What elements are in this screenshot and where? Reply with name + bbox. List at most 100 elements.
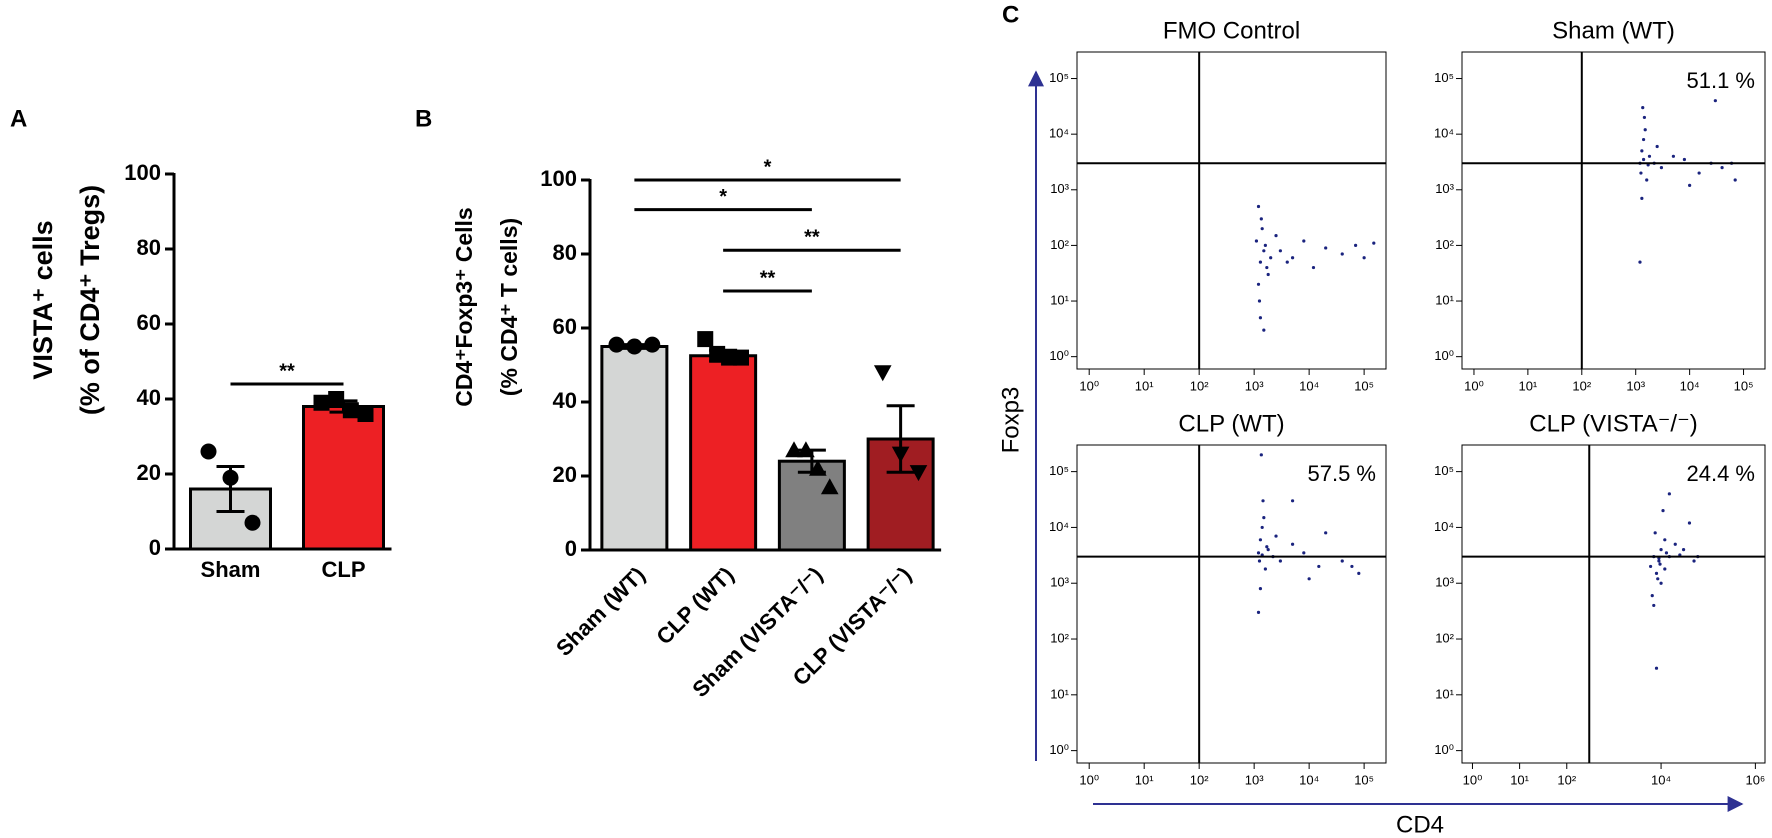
panel-label: B [415,105,432,132]
percent-label: 51.1 % [1687,68,1756,93]
data-point [1372,241,1376,245]
data-point [1681,548,1686,552]
data-point [1261,499,1265,503]
plot-frame [1076,444,1387,764]
data-point [342,402,359,419]
data-point [1642,115,1647,120]
data-point [1324,531,1328,535]
x-tick-label: Sham (WT) [551,562,650,661]
data-point [313,394,330,411]
x-tick-label: 10⁰ [1463,772,1483,787]
data-point [1262,515,1266,520]
data-point [1655,144,1659,149]
data-point [1263,567,1267,571]
data-point [1266,272,1270,277]
y-axis-title: (% of CD4⁺ Tregs) [75,185,105,415]
data-point [1274,534,1278,538]
data-point [357,406,374,422]
data-point [1290,542,1295,546]
data-point [1257,299,1262,303]
plot-frame [1461,444,1766,764]
y-tick-label: 10⁴ [1049,519,1069,534]
x-tick-label: 10⁶ [1745,772,1765,787]
data-point [1317,564,1321,569]
data-point [1302,239,1306,243]
y-tick-label: 10⁰ [1434,742,1454,757]
data-point [1720,166,1724,170]
data-point [1266,548,1270,552]
x-tick-label: 10² [1190,772,1209,787]
x-tick-label: CLP [322,557,366,582]
data-point [1274,234,1278,238]
data-point [873,365,892,382]
data-point [1256,610,1261,614]
y-tick-label: 40 [137,385,161,410]
data-point [1671,154,1675,158]
data-point [244,514,261,531]
data-point [1658,562,1662,566]
data-point [1257,559,1262,563]
data-point [1664,551,1669,555]
data-point [1311,265,1316,270]
x-tick-label: 10⁴ [1651,772,1671,787]
plot-frame [1076,51,1387,370]
data-point [222,469,239,486]
y-tick-label: 10² [1435,630,1454,645]
y-tick-label: 10⁵ [1049,70,1069,85]
data-point [1350,564,1354,569]
data-point [1659,166,1664,170]
y-tick-label: 10⁰ [1049,348,1069,363]
y-tick-label: 10⁴ [1434,519,1454,534]
data-point [1687,521,1692,525]
data-point [1692,559,1696,563]
data-point [1290,256,1295,260]
data-point [1340,559,1344,563]
data-point [1649,564,1653,569]
y-tick-label: 10⁴ [1434,126,1454,141]
y-tick-label: 10³ [1435,575,1454,590]
data-point [1340,252,1344,256]
x-tick-label: 10¹ [1135,772,1154,787]
plot-title: FMO Control [1163,17,1300,44]
y-axis-title: Foxp3 [997,387,1024,454]
data-point [1650,594,1654,598]
bar [777,459,846,552]
x-tick-label: 10⁵ [1354,378,1374,393]
data-point [1645,178,1649,182]
data-point [797,441,815,458]
bar [689,354,758,552]
data-point [1260,525,1264,530]
x-tick-label: 10² [1557,772,1576,787]
significance-label: ** [804,227,820,249]
data-point [1673,542,1677,546]
data-point [608,336,625,353]
data-point [1688,183,1692,187]
y-tick-label: 80 [553,240,577,265]
data-point [785,441,803,458]
plot-frame [1461,51,1766,370]
data-point [1654,571,1659,575]
x-tick-label: 10¹ [1510,772,1529,787]
x-tick-label: 10⁴ [1680,378,1700,393]
data-point [809,459,827,476]
significance-label: * [764,156,772,178]
significance-label: * [719,186,727,208]
data-point [1682,157,1687,162]
data-point [1278,249,1282,253]
data-point [909,465,928,482]
data-point [1307,577,1311,581]
x-tick-label: Sham [201,557,261,582]
y-tick-label: 0 [565,536,577,561]
data-point [1259,217,1263,221]
x-tick-label: 10¹ [1518,378,1537,393]
data-point [1256,551,1261,555]
panel-label: A [10,105,27,132]
data-point [1290,499,1295,503]
data-point [1324,246,1328,250]
y-tick-label: 10³ [1435,181,1454,196]
data-point [1661,509,1665,513]
data-point [1641,106,1645,110]
data-point [1254,239,1259,243]
data-point [1263,243,1267,248]
data-point [1258,260,1263,264]
